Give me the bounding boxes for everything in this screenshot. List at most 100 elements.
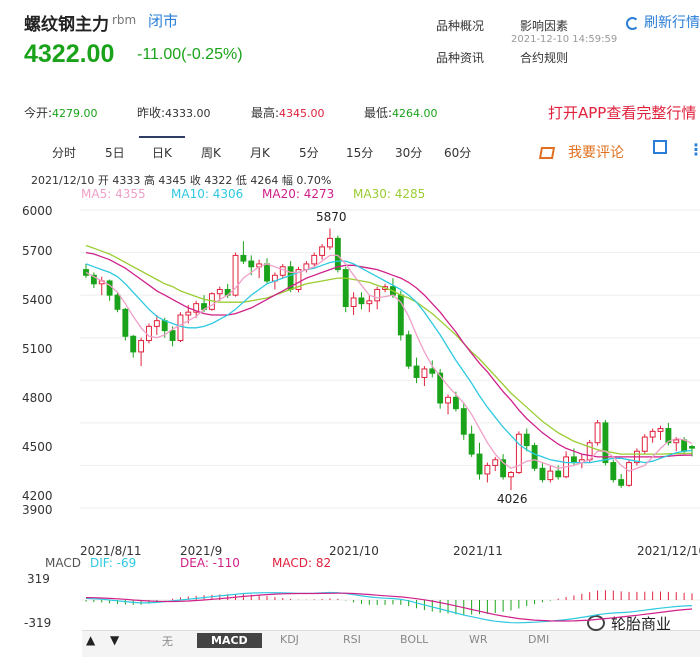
- candle-body: [618, 479, 625, 486]
- link-factors[interactable]: 影响因素: [520, 19, 569, 33]
- link-contract-rules[interactable]: 合约规则: [520, 51, 569, 65]
- candle-body: [90, 274, 97, 285]
- candle-body: [169, 330, 176, 342]
- more-icon[interactable]: ⋮: [688, 140, 700, 159]
- candle-body: [327, 237, 333, 248]
- tab-monthly-k[interactable]: 月K: [250, 146, 270, 160]
- candle-body: [437, 372, 444, 404]
- candle-body: [445, 396, 451, 404]
- indicator-rsi[interactable]: RSI: [343, 633, 361, 646]
- candle-body: [665, 428, 672, 444]
- candle-body: [594, 422, 601, 444]
- tab-intraday[interactable]: 分时: [52, 146, 77, 160]
- arrow-up-button[interactable]: ▲: [86, 633, 96, 647]
- candle-body: [484, 464, 491, 475]
- candle-body: [319, 246, 326, 256]
- link-overview[interactable]: 品种概况: [436, 19, 485, 33]
- y-tick: 3900: [22, 503, 53, 517]
- y-tick: 4200: [22, 489, 53, 503]
- candle-body: [689, 446, 695, 449]
- tab-30min[interactable]: 30分: [395, 146, 423, 160]
- y-tick: 6000: [22, 204, 53, 218]
- ma10-line: [85, 260, 693, 464]
- legend-ma30: MA30: 4285: [353, 187, 426, 201]
- candle-body: [405, 334, 412, 367]
- candle-body: [641, 436, 648, 452]
- dif-line: [85, 591, 693, 624]
- macd-label: MACD: [45, 556, 81, 570]
- candlestick-chart: [80, 209, 700, 509]
- x-tick: 2021/8/11: [80, 544, 142, 558]
- candle-body: [508, 472, 514, 478]
- macd-dea: DEA: -110: [180, 556, 240, 570]
- tab-weekly-k[interactable]: 周K: [201, 146, 221, 160]
- candle-body: [523, 433, 530, 447]
- refresh-icon: [626, 17, 639, 30]
- candle-body: [649, 430, 656, 438]
- annotation-high: 5870: [315, 210, 347, 225]
- y-tick: 4800: [22, 391, 53, 405]
- macd-chart: [80, 590, 700, 624]
- candle-body: [547, 470, 554, 481]
- open-app-banner[interactable]: 打开APP查看完整行情: [548, 104, 697, 122]
- candle-body: [571, 456, 577, 464]
- x-tick: 2021/10: [329, 544, 379, 558]
- comment-label: 我要评论: [568, 145, 624, 161]
- candle-body: [374, 288, 381, 302]
- link-news[interactable]: 品种资讯: [436, 51, 485, 65]
- tab-60min[interactable]: 60分: [444, 146, 472, 160]
- tab-daily-k[interactable]: 日K: [152, 146, 172, 160]
- candle-body: [248, 260, 255, 268]
- legend-ma10: MA10: 4306: [171, 187, 244, 201]
- candle-body: [106, 280, 113, 296]
- candle-body: [161, 320, 168, 332]
- stat-high: 最高:4345.00: [251, 106, 325, 120]
- tab-5min[interactable]: 5分: [299, 146, 319, 160]
- price-change: -11.00(-0.25%): [137, 46, 243, 63]
- indicator-boll[interactable]: BOLL: [400, 633, 429, 646]
- candle-body: [555, 470, 562, 478]
- candle-body: [421, 368, 428, 378]
- ma30-line: [85, 244, 693, 455]
- indicator-macd[interactable]: MACD: [197, 633, 262, 648]
- candle-body: [295, 269, 302, 290]
- candle-body: [342, 269, 349, 307]
- macd-y-min: -319: [24, 616, 52, 630]
- stat-low: 最低:4264.00: [364, 106, 438, 120]
- macd-y-max: 319: [27, 572, 50, 586]
- comment-button[interactable]: 我要评论: [538, 142, 624, 162]
- candle-body: [602, 422, 609, 464]
- refresh-button[interactable]: 刷新行情: [626, 12, 700, 32]
- tab-15min[interactable]: 15分: [346, 146, 374, 160]
- indicator-dmi[interactable]: DMI: [528, 633, 550, 646]
- candle-body: [681, 439, 688, 452]
- candle-body: [476, 453, 483, 475]
- candle-body: [216, 288, 223, 295]
- candle-body: [492, 459, 499, 466]
- macd-dif: DIF: -69: [90, 556, 137, 570]
- indicator-none[interactable]: 无: [162, 635, 173, 648]
- x-tick: 2021/9: [180, 544, 223, 558]
- y-tick: 4500: [22, 440, 53, 454]
- indicator-kdj[interactable]: KDJ: [280, 633, 299, 646]
- candle-body: [350, 297, 357, 307]
- stat-prev-close: 昨收:4333.00: [137, 106, 211, 120]
- tab-5day[interactable]: 5日: [105, 146, 125, 160]
- arrow-down-button[interactable]: ▼: [110, 633, 120, 647]
- annotation-low: 4026: [496, 492, 528, 507]
- candle-body: [515, 433, 522, 474]
- fullscreen-icon[interactable]: [653, 140, 667, 154]
- indicator-wr[interactable]: WR: [469, 633, 488, 646]
- candle-body: [311, 254, 318, 265]
- refresh-label: 刷新行情: [644, 15, 700, 31]
- candle-body: [657, 428, 664, 432]
- candle-body: [626, 462, 632, 486]
- candle-body: [130, 335, 137, 353]
- candle-body: [500, 459, 507, 478]
- instrument-code: rbm: [112, 13, 137, 27]
- ma5-line: [85, 254, 693, 472]
- candle-body: [138, 340, 145, 353]
- candle-body: [146, 325, 152, 342]
- x-tick: 2021/11: [453, 544, 503, 558]
- candle-body: [610, 462, 617, 481]
